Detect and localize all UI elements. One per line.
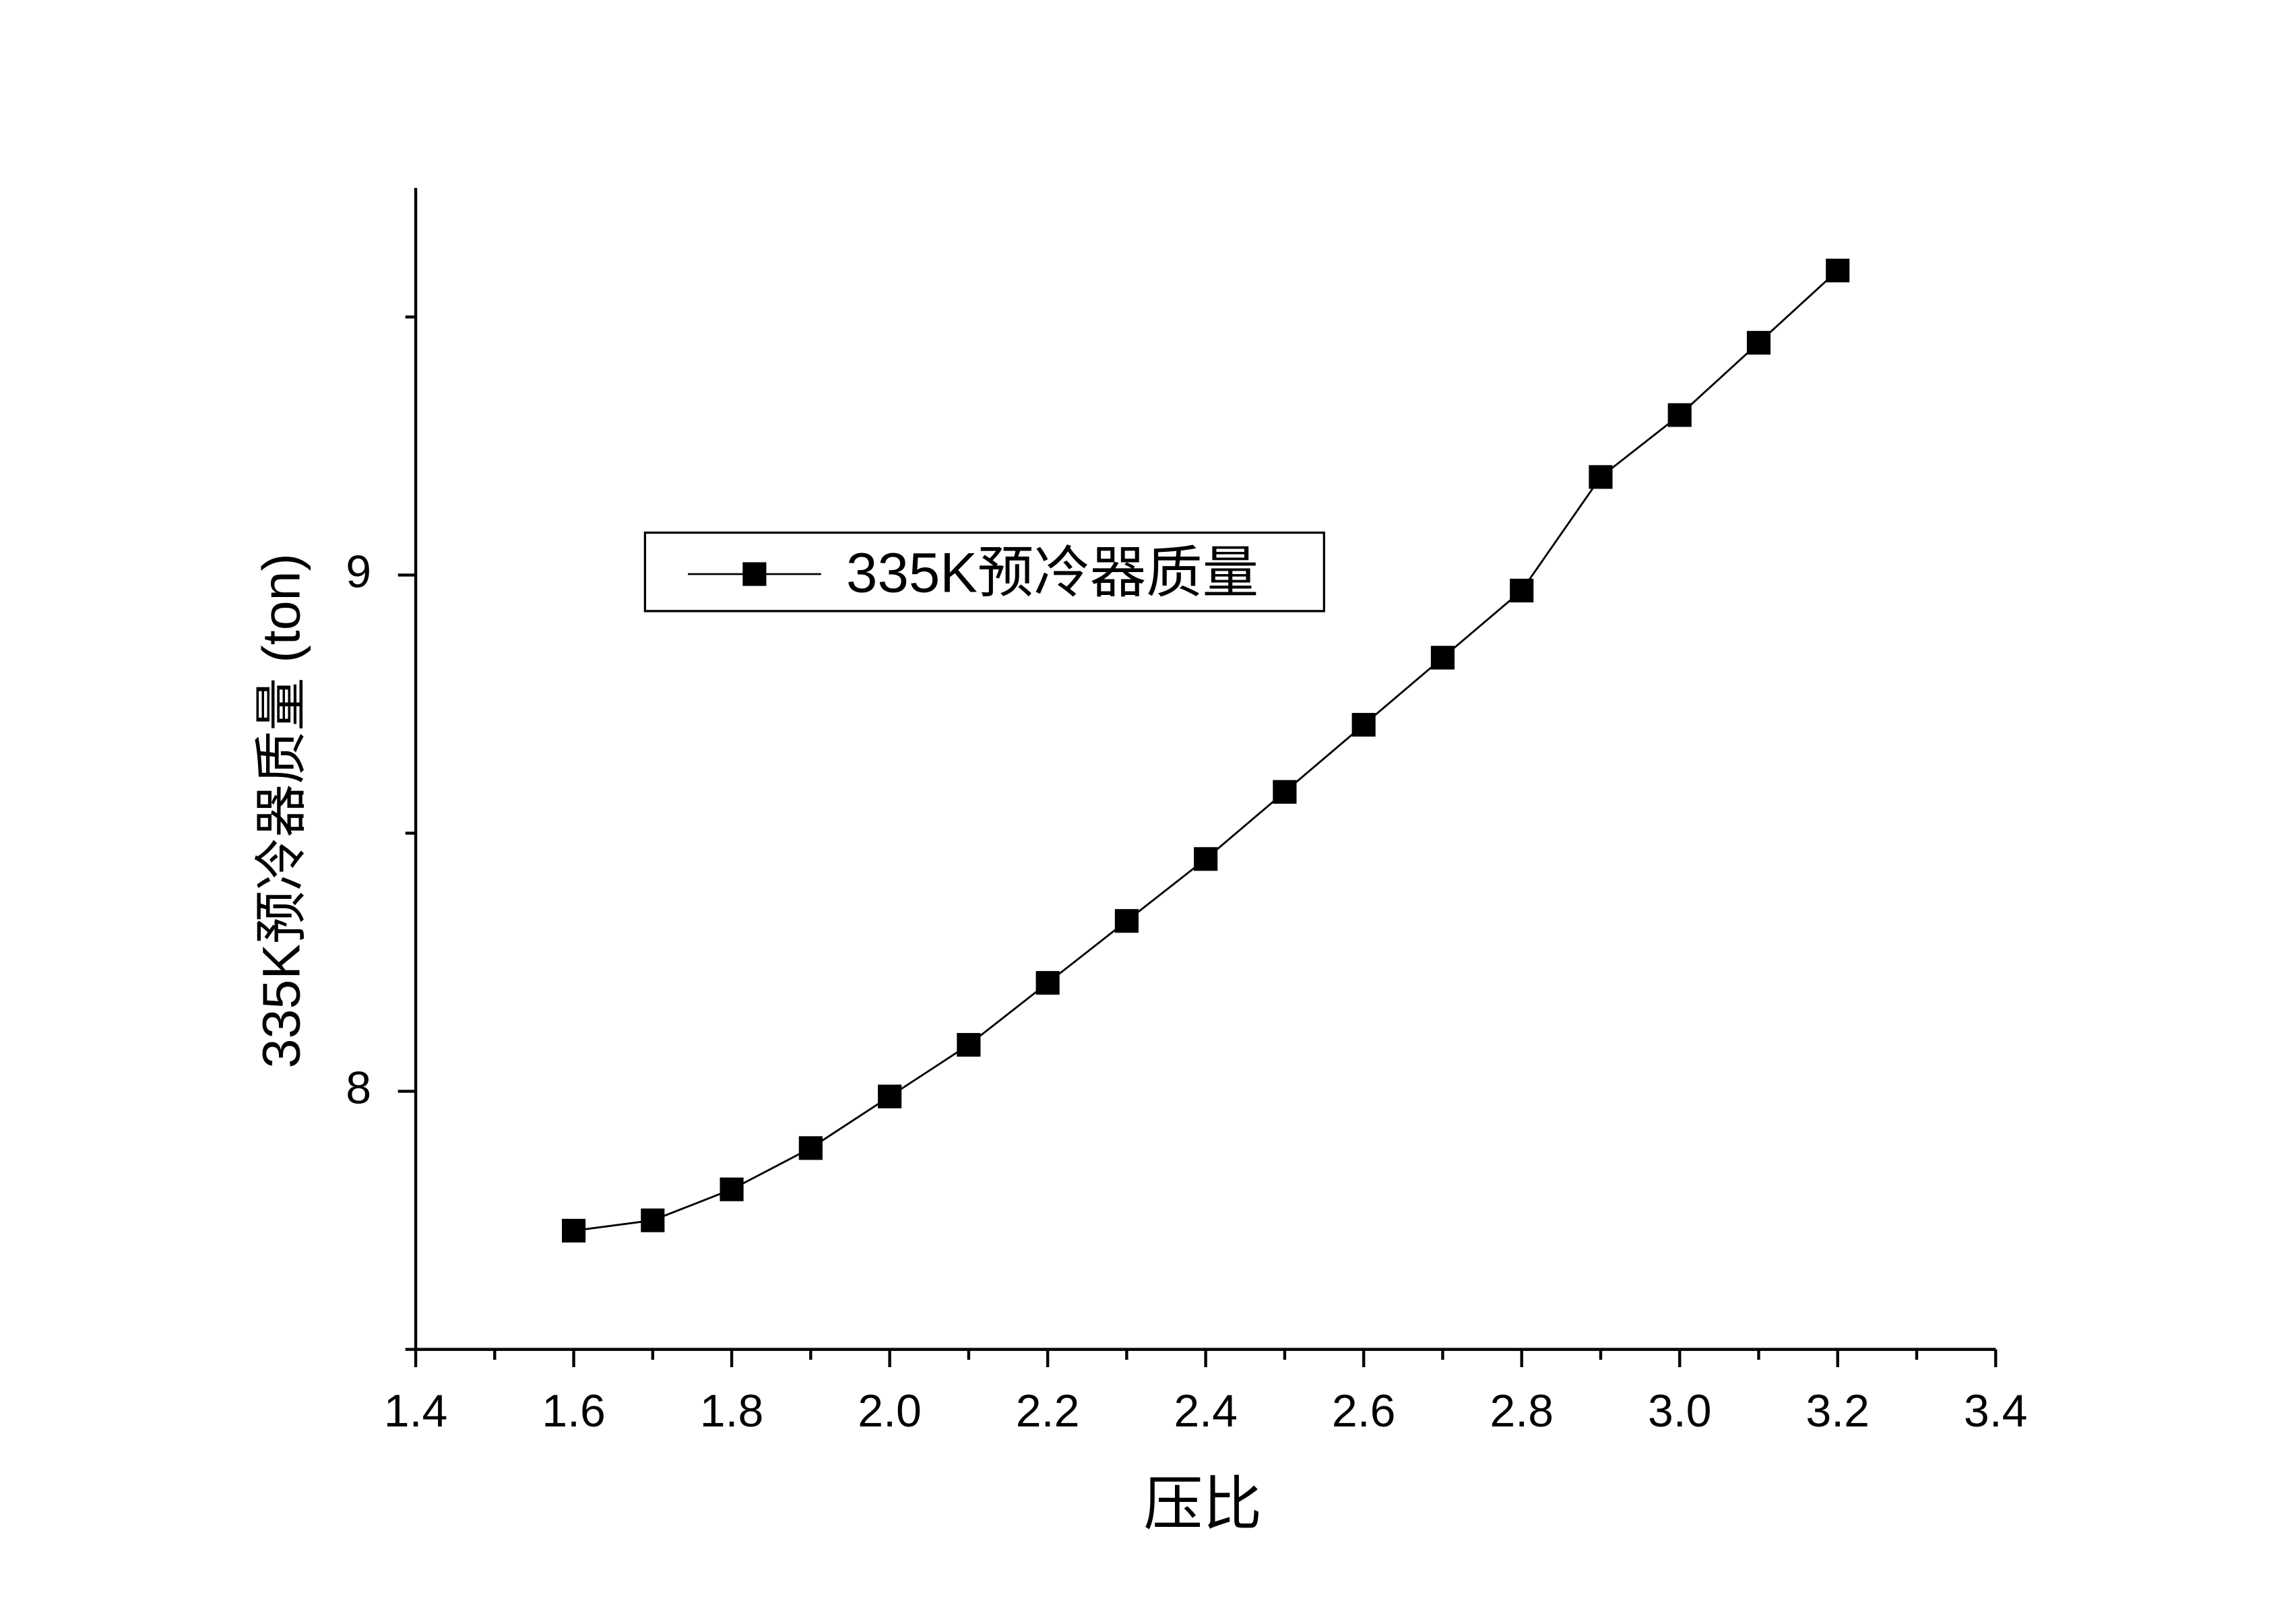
marker <box>1667 403 1692 427</box>
marker <box>957 1033 981 1057</box>
x-tick-label: 3.4 <box>1964 1385 2028 1437</box>
x-tick-label: 2.0 <box>858 1385 922 1437</box>
x-tick-label: 1.4 <box>384 1385 448 1437</box>
x-tick-label: 2.2 <box>1016 1385 1080 1437</box>
marker <box>1114 909 1139 933</box>
y-tick-label: 8 <box>346 1063 371 1114</box>
legend-label: 335K预冷器质量 <box>846 540 1258 604</box>
marker <box>1746 331 1771 355</box>
marker <box>1430 646 1455 670</box>
x-axis-label: 压比 <box>1143 1470 1262 1539</box>
marker <box>1351 713 1376 737</box>
marker <box>878 1084 902 1108</box>
x-tick-label: 1.6 <box>542 1385 606 1437</box>
marker <box>561 1218 586 1243</box>
marker <box>1589 465 1613 489</box>
marker <box>1510 578 1534 603</box>
x-tick-label: 2.4 <box>1174 1385 1238 1437</box>
marker <box>1035 971 1060 995</box>
x-tick-label: 2.8 <box>1490 1385 1554 1437</box>
marker <box>641 1208 665 1232</box>
x-tick-label: 3.2 <box>1806 1385 1870 1437</box>
y-axis-label: 335K预冷器质量 (ton) <box>251 553 311 1068</box>
marker <box>1273 780 1297 804</box>
marker <box>798 1136 823 1160</box>
marker <box>1194 847 1218 871</box>
marker <box>720 1177 744 1201</box>
x-tick-label: 1.8 <box>700 1385 764 1437</box>
y-tick-label: 9 <box>346 546 371 597</box>
x-tick-label: 3.0 <box>1648 1385 1712 1437</box>
x-tick-label: 2.6 <box>1332 1385 1396 1437</box>
legend-marker <box>742 562 767 586</box>
marker <box>1826 258 1850 283</box>
